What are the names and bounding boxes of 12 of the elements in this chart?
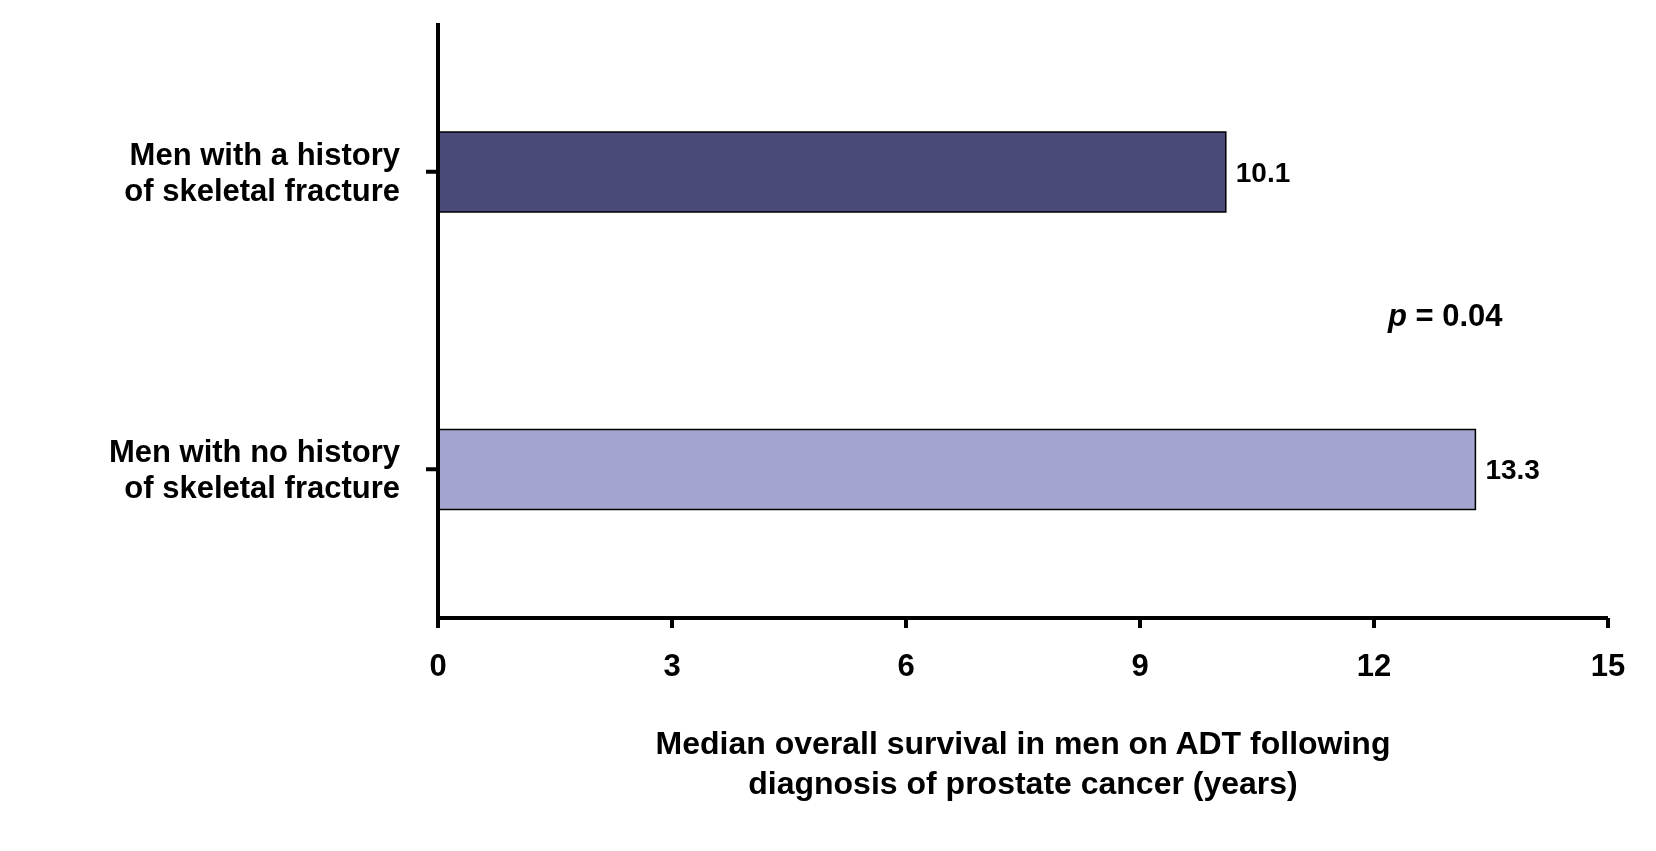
data-label: 13.3: [1485, 454, 1540, 486]
x-tick-label: 3: [663, 648, 681, 684]
x-tick-label: 15: [1590, 648, 1626, 684]
annotation: p = 0.04: [1388, 298, 1503, 334]
y-tick-label: Men with no history of skeletal fracture: [108, 433, 401, 505]
x-axis-title: Median overall survival in men on ADT following diagnosis of prostate cancer (years): [654, 724, 1392, 803]
x-tick-label: 12: [1356, 648, 1392, 684]
y-tick-label: Men with a history of skeletal fracture: [124, 136, 401, 208]
x-tick-label: 6: [897, 648, 915, 684]
x-tick-label: 0: [429, 648, 447, 684]
data-label: 10.1: [1235, 156, 1291, 188]
x-tick-label: 9: [1131, 648, 1149, 684]
